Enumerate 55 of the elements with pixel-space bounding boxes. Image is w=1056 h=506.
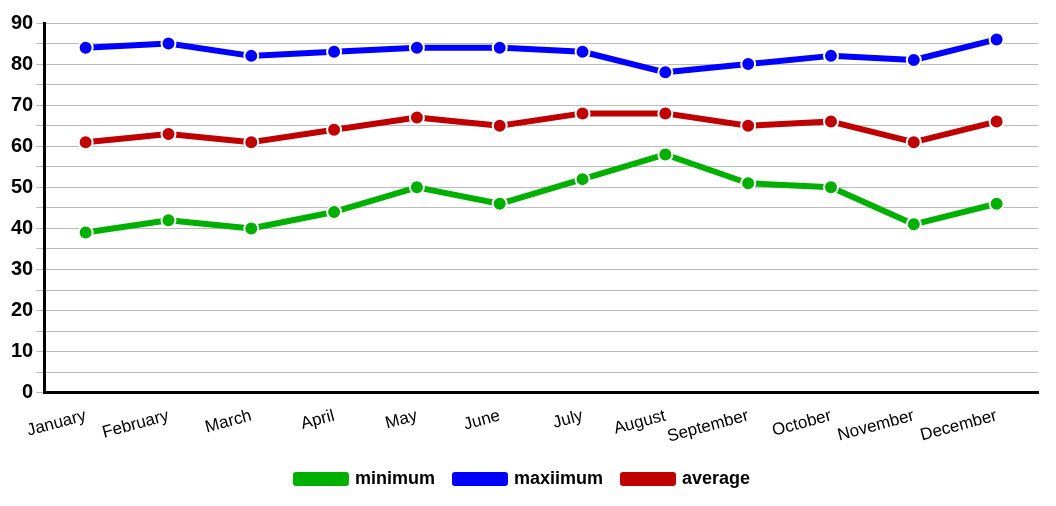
point [657, 105, 674, 122]
x-tick-label: August [611, 405, 668, 438]
point [243, 220, 260, 237]
point [657, 64, 674, 81]
x-tick-label: January [24, 405, 89, 440]
point [408, 109, 425, 126]
point [491, 117, 508, 134]
legend-label: maxiimum [513, 467, 604, 488]
point [243, 47, 260, 64]
point [740, 175, 757, 192]
point [822, 47, 839, 64]
point [160, 212, 177, 229]
y-tick-label: 30 [11, 257, 34, 280]
legend-label: average [681, 467, 751, 488]
x-tick-label: February [100, 405, 172, 442]
point [77, 134, 94, 151]
point [326, 204, 343, 220]
point [988, 113, 1005, 130]
point [77, 224, 94, 241]
y-tick-label: 10 [11, 339, 34, 362]
point [243, 134, 260, 151]
point [574, 105, 591, 122]
point [740, 117, 757, 134]
x-tick-label: March [202, 405, 254, 437]
point [988, 195, 1005, 212]
y-tick-label: 90 [11, 10, 34, 33]
y-tick-label: 20 [11, 298, 34, 321]
point [408, 39, 425, 56]
x-tick-label: May [383, 405, 420, 433]
y-tick-label: 0 [22, 380, 34, 403]
x-tick-label: June [461, 405, 502, 434]
y-tick-label: 60 [11, 133, 34, 156]
point [822, 179, 839, 196]
point [574, 171, 591, 188]
y-tick-label: 40 [11, 215, 34, 238]
y-tick-label: 50 [11, 174, 34, 197]
legend-label: minimum [354, 467, 435, 488]
point [491, 195, 508, 212]
point [408, 179, 425, 196]
x-tick-label: July [550, 405, 586, 432]
x-tick-label: October [769, 405, 834, 440]
point [491, 39, 508, 56]
point [657, 146, 674, 163]
point [326, 43, 343, 60]
point [326, 121, 343, 138]
point [988, 31, 1005, 48]
y-tick-label: 80 [11, 51, 34, 74]
point [574, 43, 591, 60]
point [160, 35, 177, 52]
point [822, 113, 839, 130]
y-tick-label: 70 [11, 92, 34, 115]
point [77, 39, 94, 56]
x-tick-label: April [298, 405, 337, 433]
point [905, 134, 922, 151]
point [905, 216, 922, 233]
